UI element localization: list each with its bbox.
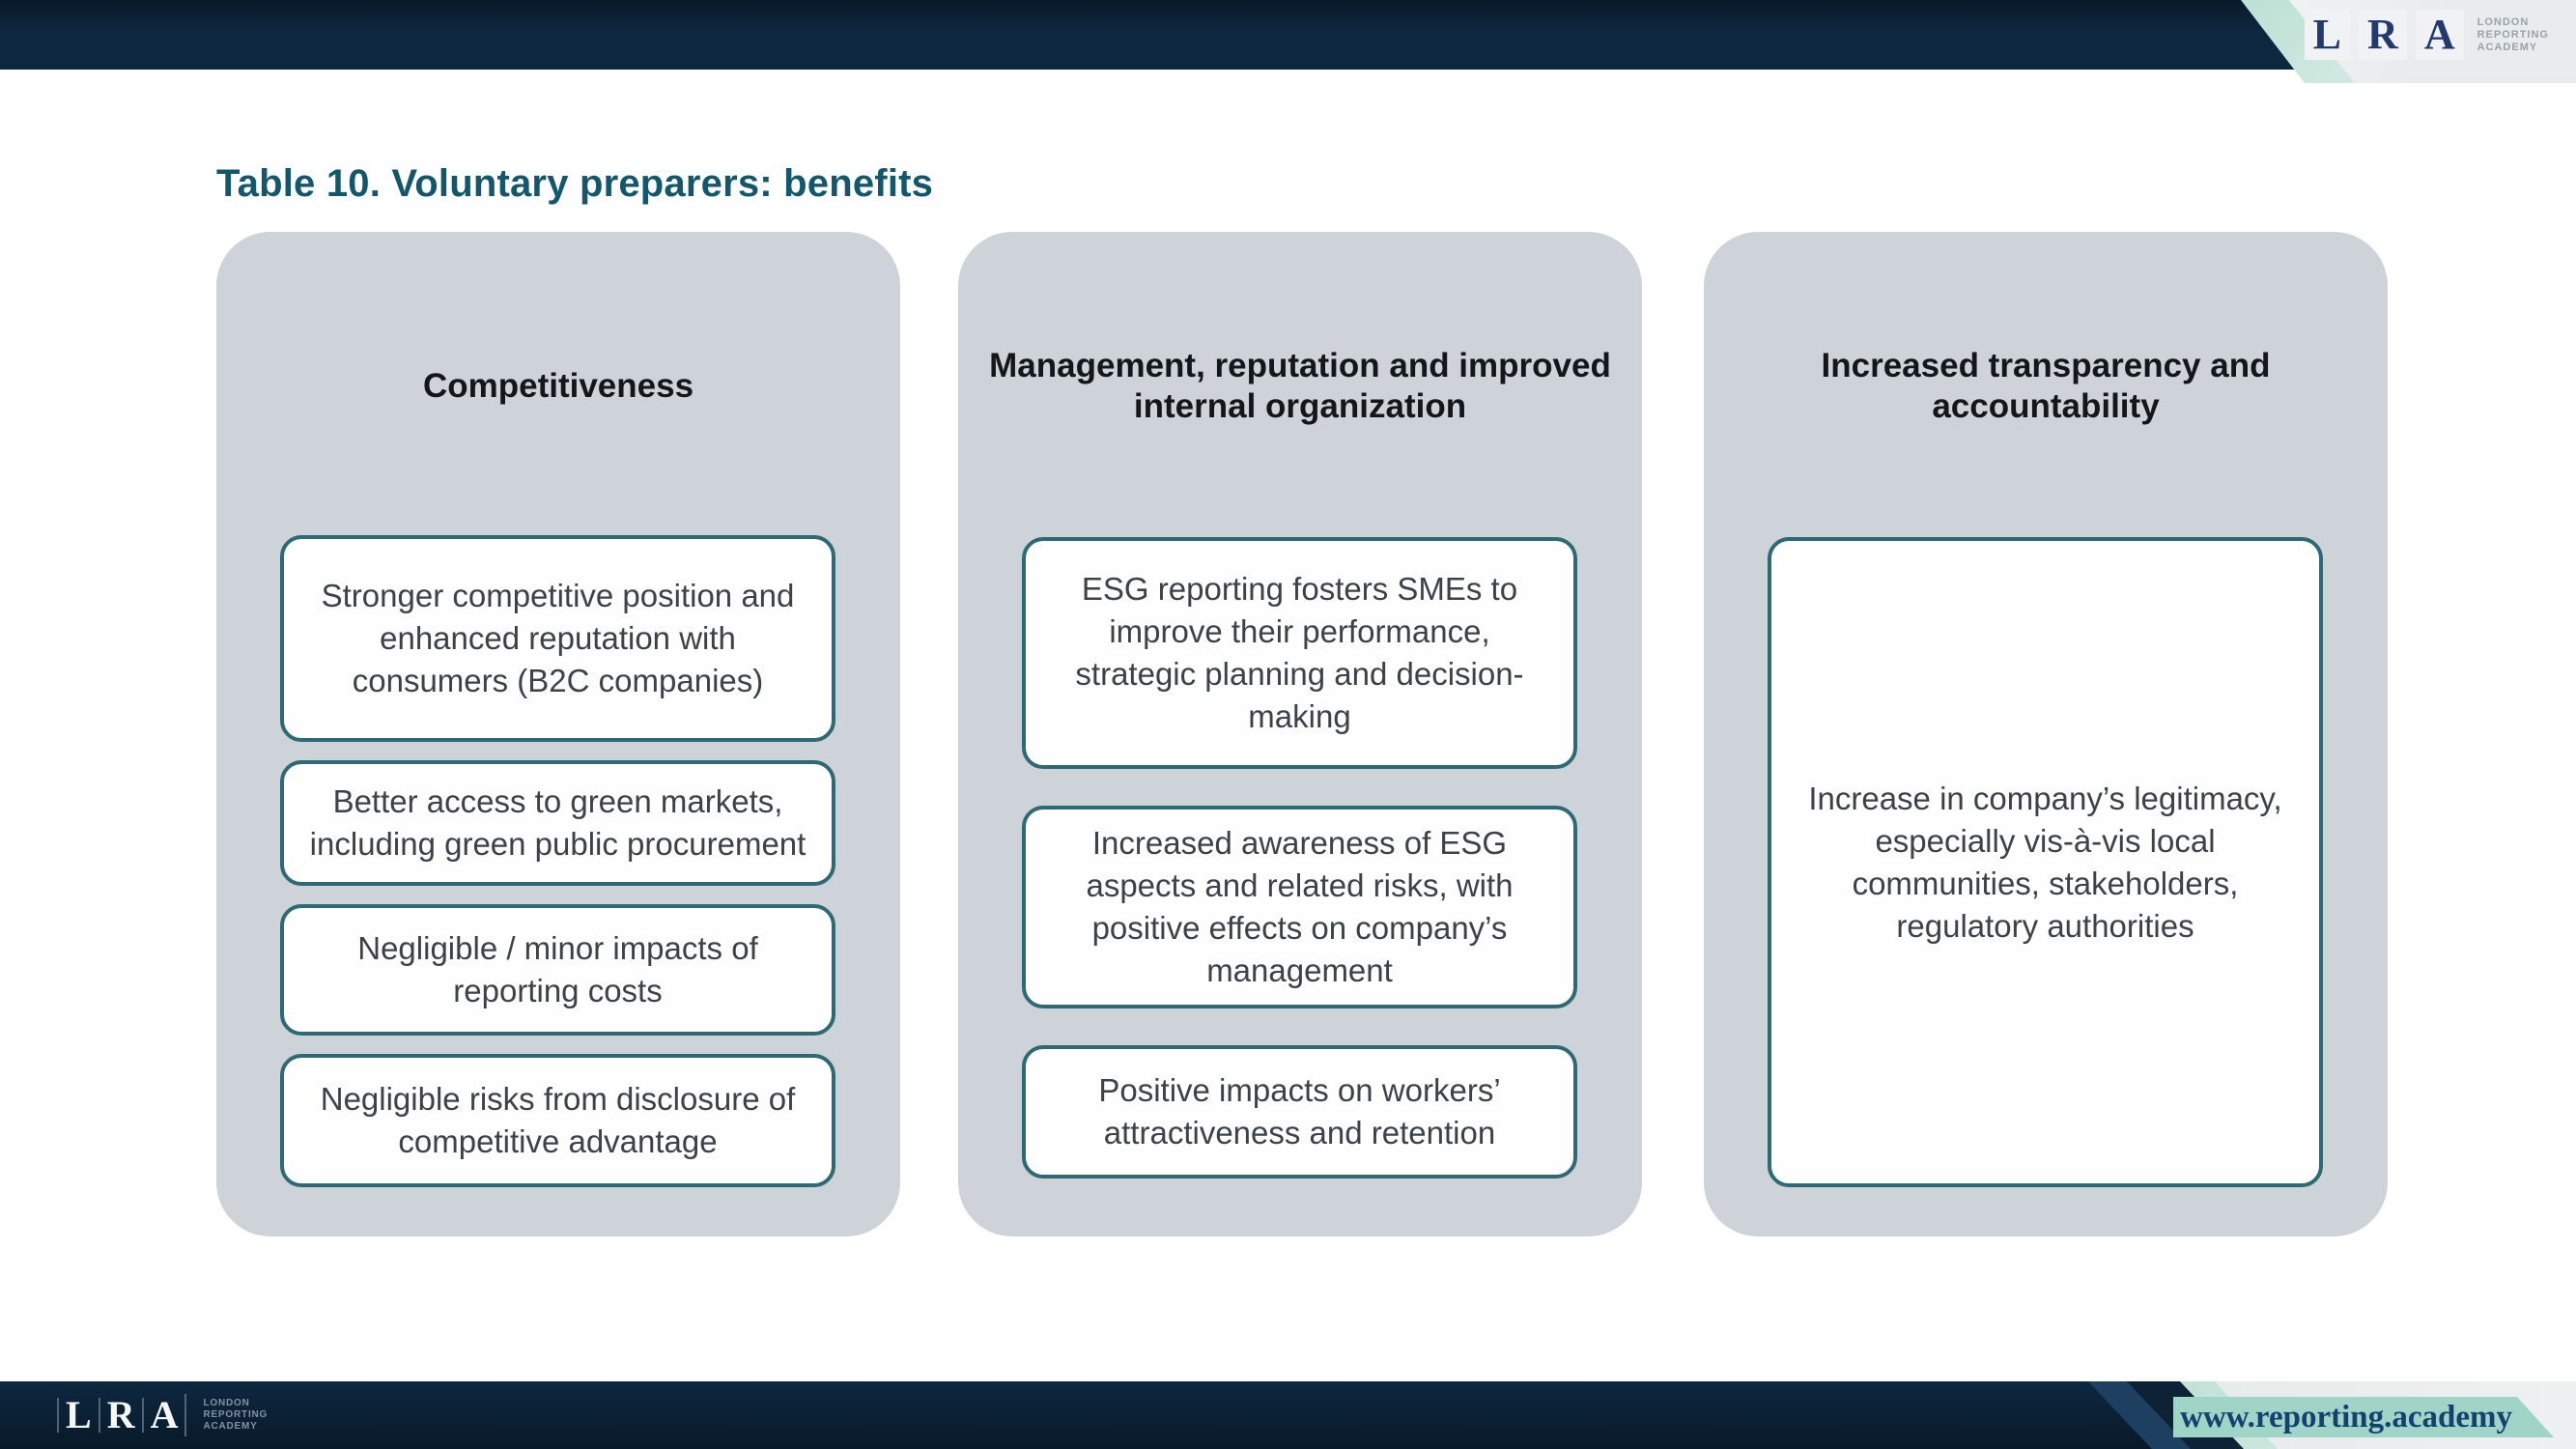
benefit-box: Increase in company’s legitimacy, especi… xyxy=(1768,537,2323,1187)
lra-logo-top: L R A LONDON REPORTING ACADEMY xyxy=(2304,10,2549,60)
website-url[interactable]: www.reporting.academy xyxy=(2179,1399,2513,1435)
benefit-box: Better access to green markets, includin… xyxy=(280,760,835,886)
lra-letter-r: R xyxy=(2359,10,2407,60)
page-title: Table 10. Voluntary preparers: benefits xyxy=(216,162,934,205)
benefit-box: ESG reporting fosters SMEs to improve th… xyxy=(1022,537,1577,769)
panel-transparency: Increased transparency and accountabilit… xyxy=(1704,232,2388,1236)
logo-divider xyxy=(141,1398,144,1433)
lra-logo-bottom: L R A LONDON REPORTING ACADEMY xyxy=(50,1381,268,1449)
panel-competitiveness-boxes: Stronger competitive position and enhanc… xyxy=(280,535,835,1187)
panel-management-boxes: ESG reporting fosters SMEs to improve th… xyxy=(1022,537,1577,1179)
panel-transparency-heading: Increased transparency and accountabilit… xyxy=(1821,347,2271,425)
org-line-london: LONDON xyxy=(203,1398,250,1408)
lra-letter-a: A xyxy=(2415,10,2464,60)
benefit-box: Negligible / minor impacts of reporting … xyxy=(280,904,835,1036)
org-line-academy: ACADEMY xyxy=(2477,41,2538,53)
benefit-box: Negligible risks from disclosure of comp… xyxy=(280,1054,835,1187)
bottom-corner-accent: www.reporting.academy xyxy=(2035,1381,2576,1449)
lra-letter-l: L xyxy=(2304,10,2351,60)
lra-org-name: LONDON REPORTING ACADEMY xyxy=(2477,16,2549,54)
panel-management-heading: Management, reputation and improved inte… xyxy=(989,347,1611,425)
panel-competitiveness-heading: Competitiveness xyxy=(422,367,694,405)
benefit-box: Stronger competitive position and enhanc… xyxy=(280,535,835,742)
org-line-london: LONDON xyxy=(2477,15,2530,28)
panel-management: Management, reputation and improved inte… xyxy=(958,232,1642,1236)
logo-divider xyxy=(57,1398,59,1433)
org-line-reporting: REPORTING xyxy=(203,1409,269,1420)
benefit-box: Increased awareness of ESG aspects and r… xyxy=(1022,806,1577,1009)
lra-letter-r: R xyxy=(106,1393,135,1436)
benefit-box: Positive impacts on workers’ attractiven… xyxy=(1022,1045,1577,1179)
top-corner-accent: L R A LONDON REPORTING ACADEMY xyxy=(2212,0,2576,83)
lra-logo-letters: L R A xyxy=(2304,10,2464,60)
panel-competitiveness: Competitiveness Stronger competitive pos… xyxy=(216,232,900,1236)
website-link-banner[interactable]: www.reporting.academy xyxy=(2173,1397,2554,1437)
org-line-academy: ACADEMY xyxy=(203,1421,258,1432)
org-line-reporting: REPORTING xyxy=(2477,28,2549,41)
bottom-bar: L R A LONDON REPORTING ACADEMY www.repor… xyxy=(0,1381,2576,1449)
lra-org-name: LONDON REPORTING ACADEMY xyxy=(203,1398,268,1433)
top-bar xyxy=(0,0,2576,70)
logo-divider xyxy=(184,1394,187,1436)
panel-transparency-boxes: Increase in company’s legitimacy, especi… xyxy=(1768,537,2323,1187)
logo-divider xyxy=(98,1398,100,1433)
lra-letter-a: A xyxy=(150,1393,179,1436)
lra-letter-l: L xyxy=(66,1393,92,1436)
